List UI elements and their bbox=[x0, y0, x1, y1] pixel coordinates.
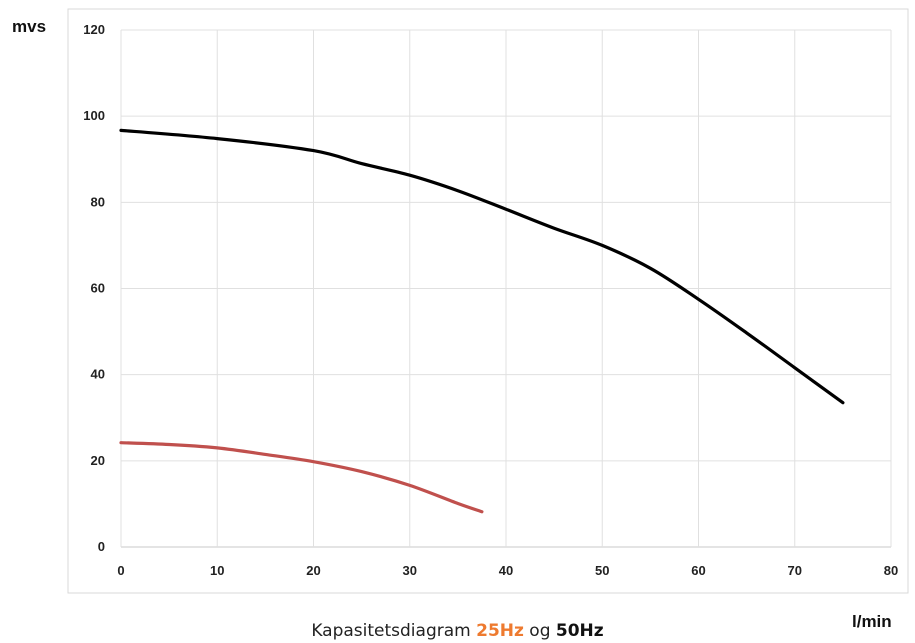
caption-25hz: 25Hz bbox=[476, 621, 524, 641]
x-tick-label: 60 bbox=[691, 563, 705, 578]
caption-prefix: Kapasitetsdiagram bbox=[311, 621, 477, 641]
series-line-25hz bbox=[119, 441, 484, 514]
y-tick-label: 80 bbox=[91, 194, 105, 209]
x-axis-label: l/min bbox=[852, 612, 892, 631]
x-tick-label: 30 bbox=[403, 563, 417, 578]
x-tick-label: 80 bbox=[884, 563, 898, 578]
series-line-50hz bbox=[119, 128, 845, 405]
y-tick-label: 40 bbox=[91, 367, 105, 382]
x-tick-label: 0 bbox=[117, 563, 124, 578]
y-tick-label: 60 bbox=[91, 281, 105, 296]
caption-middle: og bbox=[523, 621, 556, 641]
y-tick-label: 120 bbox=[83, 22, 105, 37]
x-tick-label: 70 bbox=[788, 563, 802, 578]
y-axis-label: mvs bbox=[12, 17, 47, 36]
x-tick-label: 50 bbox=[595, 563, 609, 578]
y-tick-label: 0 bbox=[98, 539, 105, 554]
x-tick-label: 40 bbox=[499, 563, 513, 578]
y-tick-label: 20 bbox=[91, 453, 105, 468]
y-tick-label: 100 bbox=[83, 108, 105, 123]
x-tick-label: 20 bbox=[306, 563, 320, 578]
x-tick-label: 10 bbox=[210, 563, 224, 578]
chart-caption: Kapasitetsdiagram 25Hz og 50Hz bbox=[0, 621, 915, 641]
chart-frame bbox=[67, 8, 909, 594]
caption-50hz: 50Hz bbox=[555, 621, 604, 641]
